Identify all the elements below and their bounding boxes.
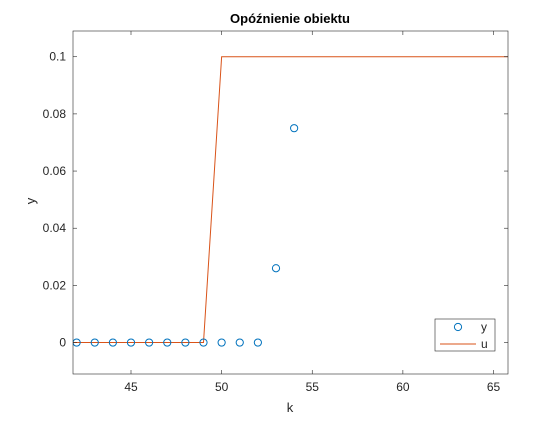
series-y-point: [181, 338, 190, 347]
chart-title: Opóźnienie obiektu: [230, 11, 350, 26]
y-tick-label: 0.08: [43, 107, 67, 121]
legend-box: [434, 318, 496, 352]
plot-area: [73, 31, 508, 374]
x-tick-label: 65: [487, 380, 501, 394]
series-y-point: [90, 338, 99, 347]
series-y-point: [199, 338, 208, 347]
series-y-point: [163, 338, 172, 347]
series-y-point: [271, 264, 281, 273]
series-y-point: [217, 338, 226, 347]
series-y-point: [126, 338, 136, 347]
series-y-point: [290, 124, 299, 133]
legend-label-y: y: [481, 320, 487, 334]
y-tick-label: 0.1: [49, 50, 66, 64]
y-tick-label: 0.02: [43, 278, 67, 292]
y-tick-label: 0.06: [43, 164, 67, 178]
y-tick-label: 0: [59, 336, 66, 350]
series-y-point: [145, 338, 154, 347]
axes-layer: 45 50 55 60 65 0 0.02 0.04 0.06 0.08 0.1: [43, 30, 509, 394]
legend-marker-y: [453, 322, 463, 332]
series-u-line: [73, 56, 508, 344]
y-tick-label: 0.04: [43, 221, 67, 235]
y-axis-label: y: [23, 197, 38, 204]
series-y-point: [108, 338, 117, 347]
series-y-point: [253, 338, 262, 347]
series-layer: [73, 56, 508, 347]
x-tick-label: 55: [306, 380, 320, 394]
x-tick-label: 50: [215, 380, 229, 394]
legend-label-u: u: [481, 337, 488, 351]
series-y-point: [235, 338, 244, 347]
x-tick-label: 45: [124, 380, 138, 394]
legend: y u: [434, 318, 496, 352]
x-axis-label: k: [287, 400, 294, 415]
axes-box: [72, 30, 509, 375]
x-tick-label: 60: [396, 380, 410, 394]
